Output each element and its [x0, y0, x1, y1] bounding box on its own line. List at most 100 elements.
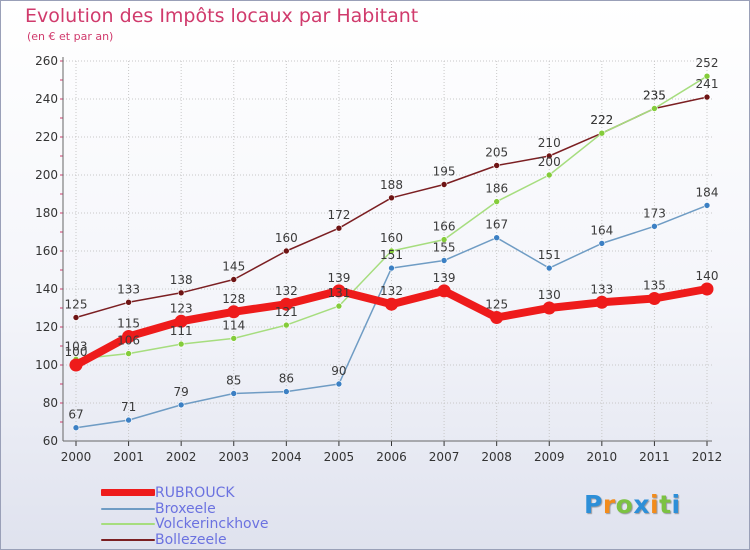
y-tick-label: 100	[35, 358, 58, 372]
data-label: 235	[643, 89, 666, 103]
data-point	[440, 236, 448, 243]
data-point	[388, 247, 395, 255]
data-point	[700, 282, 714, 296]
data-label: 164	[590, 223, 613, 237]
data-label: 195	[433, 165, 456, 179]
data-label: 86	[279, 372, 294, 386]
logo-letter: r	[602, 490, 616, 519]
legend-label: Volckerinckhove	[155, 516, 269, 532]
data-label: 140	[696, 269, 719, 283]
data-label: 222	[590, 113, 613, 127]
data-label: 252	[696, 56, 719, 70]
data-point	[598, 240, 606, 247]
legend-swatch	[101, 507, 155, 510]
x-tick-label: 2012	[692, 450, 723, 464]
data-point	[283, 247, 290, 255]
data-label: 131	[327, 286, 350, 300]
data-point	[174, 314, 188, 328]
data-point	[335, 380, 343, 388]
data-label: 121	[275, 305, 298, 319]
data-point	[72, 314, 80, 321]
x-tick-label: 2009	[534, 450, 565, 464]
data-point	[279, 297, 293, 311]
y-tick-label: 60	[43, 434, 58, 448]
data-point	[125, 298, 132, 306]
data-label: 111	[170, 324, 193, 338]
data-label: 139	[327, 271, 350, 285]
data-point	[651, 223, 658, 230]
data-label: 133	[117, 282, 140, 296]
y-tick-label: 240	[35, 92, 58, 106]
y-tick-label: 220	[35, 130, 58, 144]
data-label: 133	[590, 282, 613, 296]
data-label: 67	[68, 408, 83, 422]
data-label: 114	[222, 318, 245, 332]
data-point	[703, 202, 711, 209]
y-tick-label: 120	[35, 320, 58, 334]
y-tick-label: 160	[35, 244, 58, 258]
data-label: 106	[117, 334, 140, 348]
data-label: 172	[327, 208, 350, 222]
data-label: 184	[696, 185, 719, 199]
data-label: 71	[121, 400, 136, 414]
data-point	[230, 390, 238, 397]
data-point	[125, 350, 132, 357]
data-label: 210	[538, 136, 561, 150]
data-point	[493, 198, 500, 205]
legend-label: Broxeele	[155, 500, 216, 517]
data-point	[335, 224, 343, 232]
data-label: 138	[170, 273, 193, 287]
data-label: 125	[65, 298, 88, 312]
y-tick-label: 180	[35, 206, 58, 220]
data-label: 85	[226, 374, 241, 388]
logo-letter: P	[584, 490, 603, 519]
legend-swatch	[101, 489, 155, 496]
data-point	[283, 321, 290, 329]
x-tick-label: 2005	[324, 450, 355, 464]
data-point	[335, 302, 343, 310]
data-point	[647, 292, 661, 305]
legend-swatch	[101, 538, 155, 541]
data-label: 90	[331, 364, 346, 378]
x-tick-label: 2010	[587, 450, 618, 464]
data-point	[388, 264, 395, 272]
data-point	[440, 181, 448, 188]
data-point	[703, 93, 711, 101]
data-point	[493, 162, 500, 169]
data-point	[69, 358, 83, 372]
x-tick-label: 2003	[218, 450, 249, 464]
logo-letter: o	[615, 490, 634, 519]
data-point	[440, 257, 448, 264]
data-label: 151	[380, 248, 403, 262]
x-tick-label: 2011	[639, 450, 670, 464]
x-tick-label: 2004	[271, 450, 302, 464]
data-label: 100	[65, 345, 88, 359]
data-point	[227, 305, 241, 319]
data-point	[177, 289, 185, 297]
data-point	[545, 264, 553, 272]
data-label: 205	[485, 146, 508, 160]
data-point	[437, 284, 451, 298]
data-point	[545, 171, 553, 179]
x-tick-label: 2008	[481, 450, 512, 464]
data-point	[598, 129, 606, 137]
data-point	[332, 284, 346, 298]
data-label: 200	[538, 155, 561, 169]
data-point	[230, 276, 238, 283]
x-tick-label: 2006	[376, 450, 407, 464]
chart-subtitle: (en € et par an)	[27, 30, 114, 43]
data-point	[385, 297, 398, 311]
data-point	[72, 424, 80, 432]
data-label: 222	[590, 113, 613, 127]
legend-label: Bollezeele	[155, 531, 227, 548]
y-tick-label: 200	[35, 168, 58, 182]
data-point	[595, 295, 609, 309]
data-label: 160	[380, 231, 403, 245]
data-label: 128	[222, 292, 245, 306]
data-label: 132	[380, 284, 403, 298]
data-label: 123	[170, 301, 193, 315]
data-label: 188	[380, 178, 403, 192]
data-label: 173	[643, 206, 666, 220]
